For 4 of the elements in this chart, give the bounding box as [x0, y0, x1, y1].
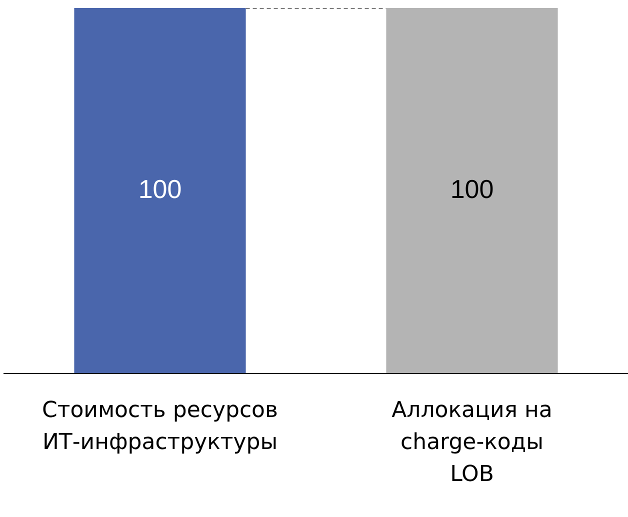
- data-label: 100: [138, 174, 182, 204]
- x-tick-label: Аллокация на charge-коды LOB: [392, 398, 552, 487]
- x-tick-label: Стоимость ресурсов ИТ-инфраструктуры: [42, 398, 278, 455]
- data-label: 100: [450, 174, 494, 204]
